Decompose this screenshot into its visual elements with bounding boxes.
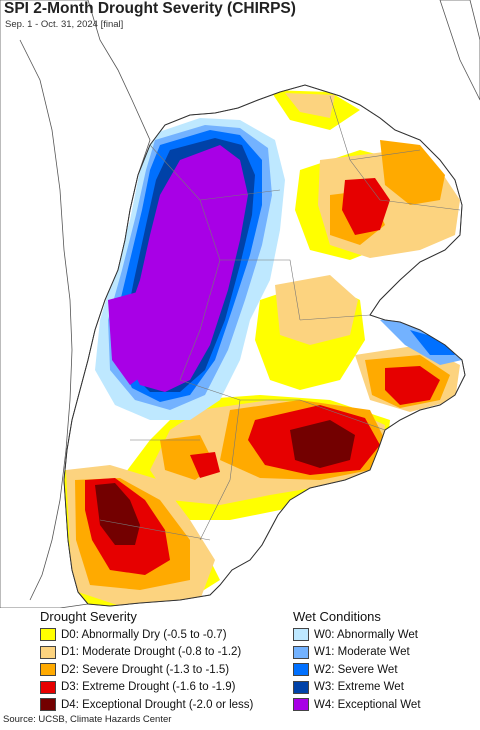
legend-item-w0: W0: Abnormally Wet — [293, 626, 421, 644]
legend-label: W0: Abnormally Wet — [314, 628, 418, 641]
legend-swatch — [293, 628, 309, 642]
wet-legend-heading: Wet Conditions — [293, 609, 381, 624]
map-title: SPI 2-Month Drought Severity (CHIRPS) — [4, 0, 296, 17]
legend-label: W4: Exceptional Wet — [314, 698, 421, 711]
legend-label: D4: Exceptional Drought (-2.0 or less) — [61, 698, 254, 711]
legend-swatch — [40, 663, 56, 677]
map-subtitle: Sep. 1 - Oct. 31, 2024 [final] — [5, 19, 124, 30]
legend-item-w4: W4: Exceptional Wet — [293, 696, 421, 714]
legend-item-d3: D3: Extreme Drought (-1.6 to -1.9) — [40, 679, 253, 697]
legend-swatch — [293, 645, 309, 659]
drought-legend: Drought Severity D0: Abnormally Dry (-0.… — [40, 609, 253, 714]
legend-item-w2: W2: Severe Wet — [293, 661, 421, 679]
legend-label: D0: Abnormally Dry (-0.5 to -0.7) — [61, 628, 227, 641]
legend-label: D3: Extreme Drought (-1.6 to -1.9) — [61, 681, 236, 694]
legend-swatch — [40, 645, 56, 659]
legend-swatch — [40, 628, 56, 642]
legend-item-d0: D0: Abnormally Dry (-0.5 to -0.7) — [40, 626, 253, 644]
legend-item-d1: D1: Moderate Drought (-0.8 to -1.2) — [40, 644, 253, 662]
legend-item-w3: W3: Extreme Wet — [293, 679, 421, 697]
legend-swatch — [40, 680, 56, 694]
legend-swatch — [40, 698, 56, 712]
drought-legend-heading: Drought Severity — [40, 609, 137, 624]
legend-swatch — [293, 663, 309, 677]
source-credit: Source: UCSB, Climate Hazards Center — [3, 714, 172, 725]
wet-legend: Wet Conditions W0: Abnormally Wet W1: Mo… — [293, 609, 421, 714]
legend-label: W1: Moderate Wet — [314, 646, 410, 659]
legend-label: W2: Severe Wet — [314, 663, 398, 676]
legend-label: W3: Extreme Wet — [314, 681, 404, 694]
legend-label: D1: Moderate Drought (-0.8 to -1.2) — [61, 646, 242, 659]
legend-label: D2: Severe Drought (-1.3 to -1.5) — [61, 663, 230, 676]
legend-swatch — [293, 698, 309, 712]
legend-swatch — [293, 680, 309, 694]
legend-item-d2: D2: Severe Drought (-1.3 to -1.5) — [40, 661, 253, 679]
legend-item-w1: W1: Moderate Wet — [293, 644, 421, 662]
drought-map — [0, 0, 480, 608]
legend-item-d4: D4: Exceptional Drought (-2.0 or less) — [40, 696, 253, 714]
